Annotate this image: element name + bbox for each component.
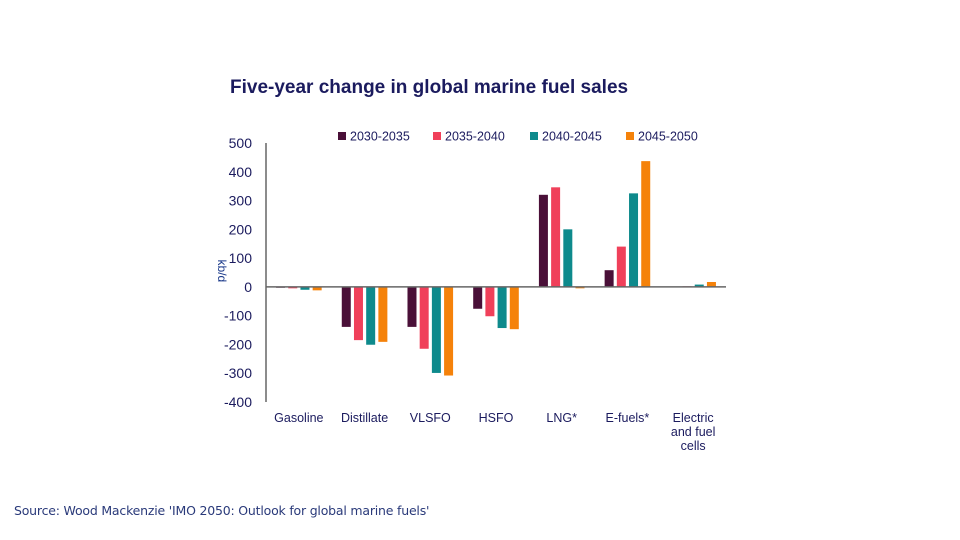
chart-title: Five-year change in global marine fuel s… xyxy=(230,77,629,98)
bar-2045-2050-electric xyxy=(706,281,716,287)
y-tick-label: -200 xyxy=(224,336,252,352)
x-tick-label: E-fuels* xyxy=(606,411,650,425)
legend-label: 2030-2035 xyxy=(350,130,410,144)
legend-label: 2045-2050 xyxy=(638,130,698,144)
y-tick-label: 200 xyxy=(229,221,253,237)
bar-2040-2045-electric xyxy=(694,284,704,287)
bar-2035-2040-distillate xyxy=(353,286,363,341)
x-axis: Gasoline Distillate VLSFO HSFO LNG* E-fuels* E… xyxy=(266,286,726,453)
x-tick-label: Gasoline xyxy=(274,411,323,425)
legend: 2030-2035 2035-2040 2040-2045 2045-2050 xyxy=(338,130,698,144)
y-tick-label: 400 xyxy=(229,164,253,180)
bar-2035-2040-hsfo xyxy=(485,286,495,317)
y-tick-label: -300 xyxy=(224,365,252,381)
x-tick-label: and fuel xyxy=(671,425,715,439)
bar-2030-2035-hsfo xyxy=(473,286,483,309)
bar-2040-2045-lng xyxy=(563,229,573,287)
y-axis: 500 400 300 200 100 0 -100 -200 -300 -400 kb/d xyxy=(215,135,267,410)
bar-2035-2040-lng xyxy=(551,187,561,287)
x-tick-label: Electric xyxy=(673,411,714,425)
bars xyxy=(276,161,716,376)
y-tick-label: 300 xyxy=(229,193,253,209)
bar-2045-2050-gasoline xyxy=(312,286,322,291)
bar-2030-2035-efuels xyxy=(604,270,614,287)
bar-2040-2045-efuels xyxy=(629,193,639,287)
bar-2040-2045-gasoline xyxy=(300,286,310,290)
y-tick-label: -100 xyxy=(224,308,252,324)
legend-item: 2030-2035 xyxy=(338,130,410,144)
bar-2045-2050-distillate xyxy=(378,286,388,342)
bar-2040-2045-vlsfo xyxy=(431,286,441,373)
bar-2040-2045-hsfo xyxy=(497,286,507,329)
legend-label: 2035-2040 xyxy=(445,130,505,144)
source-note: Source: Wood Mackenzie 'IMO 2050: Outloo… xyxy=(14,503,430,518)
bar-2045-2050-efuels xyxy=(641,161,651,287)
y-tick-label: 500 xyxy=(229,135,253,151)
legend-item: 2035-2040 xyxy=(433,130,505,144)
bar-2030-2035-vlsfo xyxy=(407,286,417,327)
bar-2030-2035-distillate xyxy=(341,286,351,327)
bar-2035-2040-efuels xyxy=(616,246,626,287)
x-tick-label: cells xyxy=(681,439,706,453)
legend-swatch xyxy=(530,132,538,140)
bar-2035-2040-vlsfo xyxy=(419,286,429,349)
y-tick-label: 100 xyxy=(229,250,253,266)
legend-swatch xyxy=(433,132,441,140)
x-tick-label: LNG* xyxy=(546,411,577,425)
x-tick-label: VLSFO xyxy=(410,411,451,425)
bar-2045-2050-hsfo xyxy=(509,286,519,330)
legend-swatch xyxy=(626,132,634,140)
legend-item: 2045-2050 xyxy=(626,130,698,144)
bar-2040-2045-distillate xyxy=(366,286,376,345)
legend-label: 2040-2045 xyxy=(542,130,602,144)
x-tick-label: Distillate xyxy=(341,411,388,425)
legend-swatch xyxy=(338,132,346,140)
legend-item: 2040-2045 xyxy=(530,130,602,144)
y-axis-label: kb/d xyxy=(215,260,229,283)
x-tick-label: HSFO xyxy=(479,411,514,425)
y-tick-label: 0 xyxy=(244,279,252,295)
bar-2030-2035-lng xyxy=(538,194,548,287)
y-tick-label: -400 xyxy=(224,394,252,410)
bar-2045-2050-vlsfo xyxy=(444,286,454,376)
